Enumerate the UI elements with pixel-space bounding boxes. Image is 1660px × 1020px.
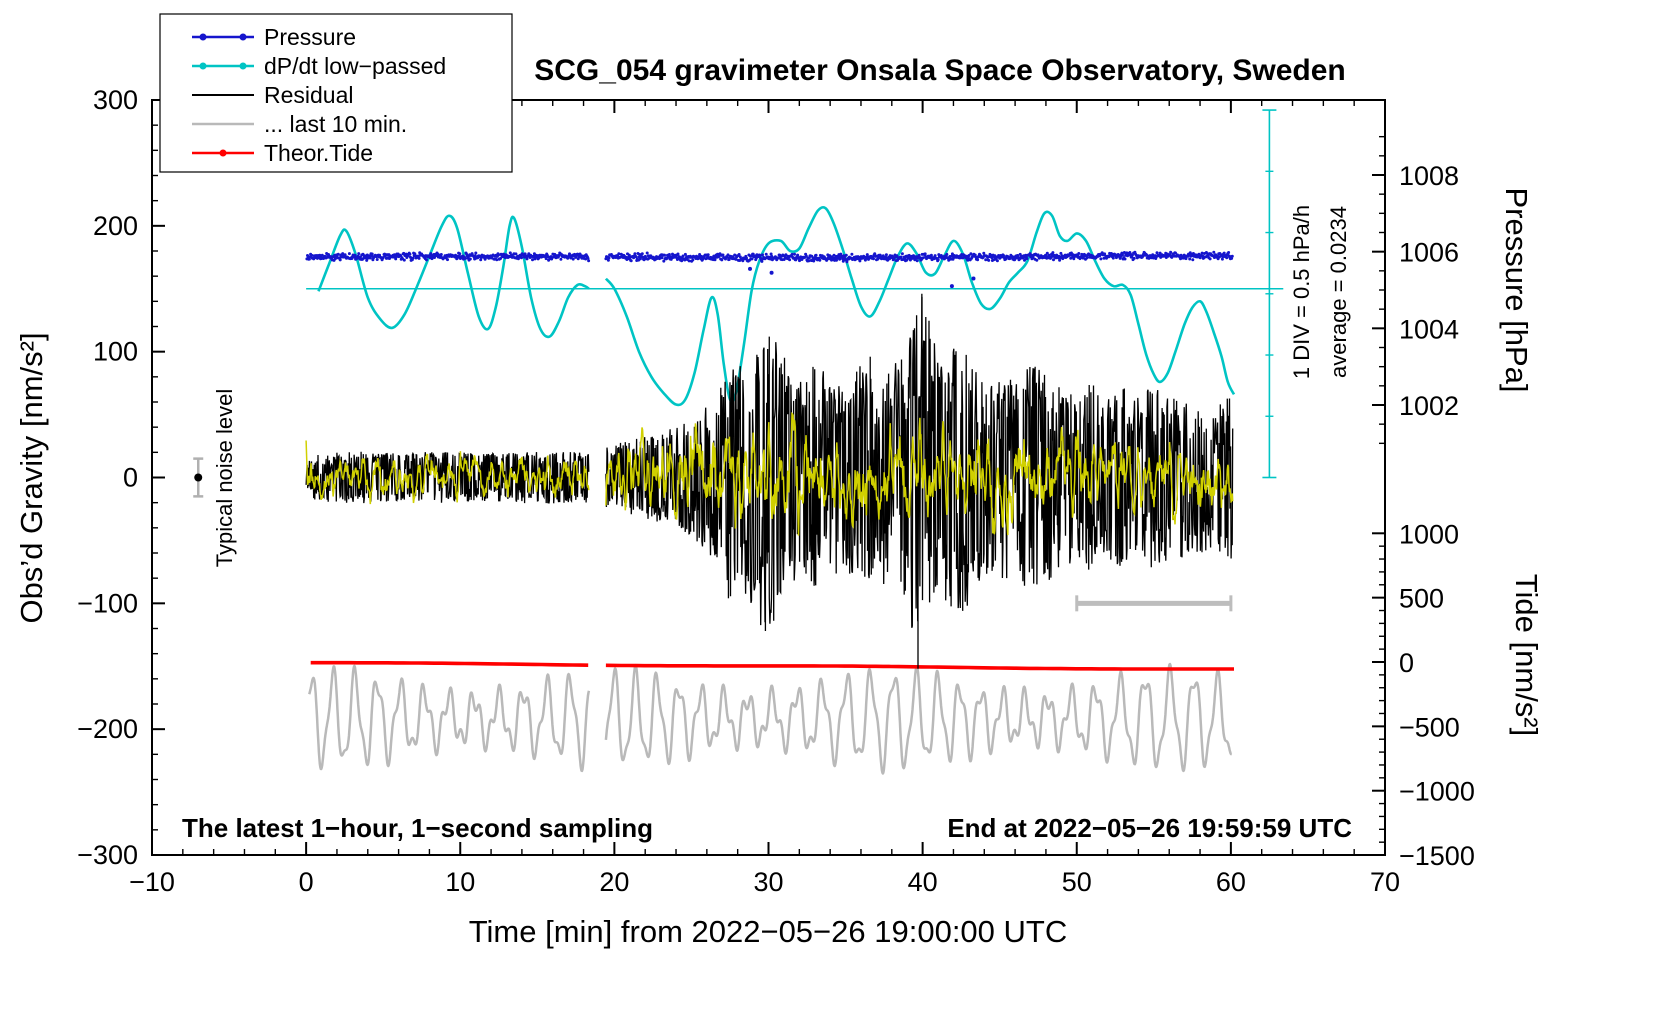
y-tick-label-tide: −500	[1399, 712, 1460, 742]
y-tick-label-gravity: −200	[77, 714, 138, 744]
pressure-outlier-dot	[748, 266, 753, 271]
x-tick-label: 30	[753, 867, 783, 897]
legend-item-label: ... last 10 min.	[264, 111, 407, 137]
legend-item-label: Residual	[264, 82, 354, 108]
pressure-outlier-dot	[971, 276, 976, 281]
annotation-noise-level: Typical noise level	[212, 389, 237, 568]
x-tick-label: 0	[299, 867, 314, 897]
y-axis-label-tide: Tide [nm/s²]	[1509, 574, 1544, 737]
y-axis-label-pressure: Pressure [hPa]	[1499, 187, 1534, 392]
y-tick-label-pressure: 1008	[1399, 161, 1459, 191]
y-tick-label-tide: 500	[1399, 584, 1444, 614]
legend-item-label: Theor.Tide	[264, 140, 373, 166]
overlay-markers	[193, 457, 204, 498]
footnote-end-time: End at 2022−05−26 19:59:59 UTC	[947, 813, 1352, 843]
series-theor-tide	[310, 660, 1234, 671]
x-tick-label: 10	[445, 867, 475, 897]
series-dpdt	[604, 205, 1236, 407]
legend-box	[159, 13, 513, 173]
legend-dot-marker	[239, 62, 247, 70]
x-axis-label: Time [min] from 2022−05−26 19:00:00 UTC	[469, 914, 1068, 949]
x-tick-label: 40	[908, 867, 938, 897]
legend: Pressure dP/dt low−passed Residual ... last…	[159, 13, 513, 173]
axes: −10 0 10 20 30 40 50 60 70−300−200−1000100200300…	[77, 85, 1475, 897]
x-tick-label: 20	[599, 867, 629, 897]
y-tick-label-tide: 0	[1399, 648, 1414, 678]
footnote-sampling: The latest 1−hour, 1−second sampling	[182, 813, 653, 843]
pressure-outlier-dot	[949, 284, 954, 289]
y-axis-label-gravity: Obs’d Gravity [nm/s²]	[14, 332, 49, 623]
legend-dot-marker	[199, 62, 207, 70]
y-tick-label-gravity: −100	[77, 588, 138, 618]
y-tick-label-tide: −1000	[1399, 777, 1475, 807]
y-tick-label-pressure: 1002	[1399, 391, 1459, 421]
x-tick-label: 70	[1370, 867, 1400, 897]
y-tick-label-gravity: −300	[77, 840, 138, 870]
legend-dot-marker	[199, 33, 207, 41]
series-residual-lowpass	[305, 411, 1234, 536]
legend-item-label: Pressure	[264, 24, 356, 50]
y-tick-label-gravity: 100	[93, 337, 138, 367]
annotation-average: average = 0.0234	[1326, 206, 1351, 378]
x-tick-label: 60	[1216, 867, 1246, 897]
y-tick-label-tide: 1000	[1399, 519, 1459, 549]
y-tick-label-gravity: 300	[93, 85, 138, 115]
pressure-outlier-dot	[769, 270, 774, 275]
series-last10	[308, 662, 1233, 775]
legend-item-label: dP/dt low−passed	[264, 53, 446, 79]
series-layer	[305, 109, 1284, 775]
noise-level-dot	[194, 473, 203, 482]
y-tick-label-pressure: 1006	[1399, 238, 1459, 268]
x-tick-label: −10	[129, 867, 175, 897]
x-tick-label: 50	[1062, 867, 1092, 897]
chart-title: SCG_054 gravimeter Onsala Space Observat…	[534, 54, 1346, 87]
y-tick-label-gravity: 200	[93, 211, 138, 241]
legend-dot-marker	[219, 149, 227, 157]
y-tick-label-tide: −1500	[1399, 841, 1475, 871]
annotation-div-scale: 1 DIV = 0.5 hPa/h	[1289, 205, 1314, 379]
legend-dot-marker	[239, 33, 247, 41]
y-tick-label-pressure: 1004	[1399, 314, 1459, 344]
y-tick-label-gravity: 0	[123, 463, 138, 493]
series-dpdt	[317, 214, 590, 339]
series-pressure	[305, 250, 1234, 264]
